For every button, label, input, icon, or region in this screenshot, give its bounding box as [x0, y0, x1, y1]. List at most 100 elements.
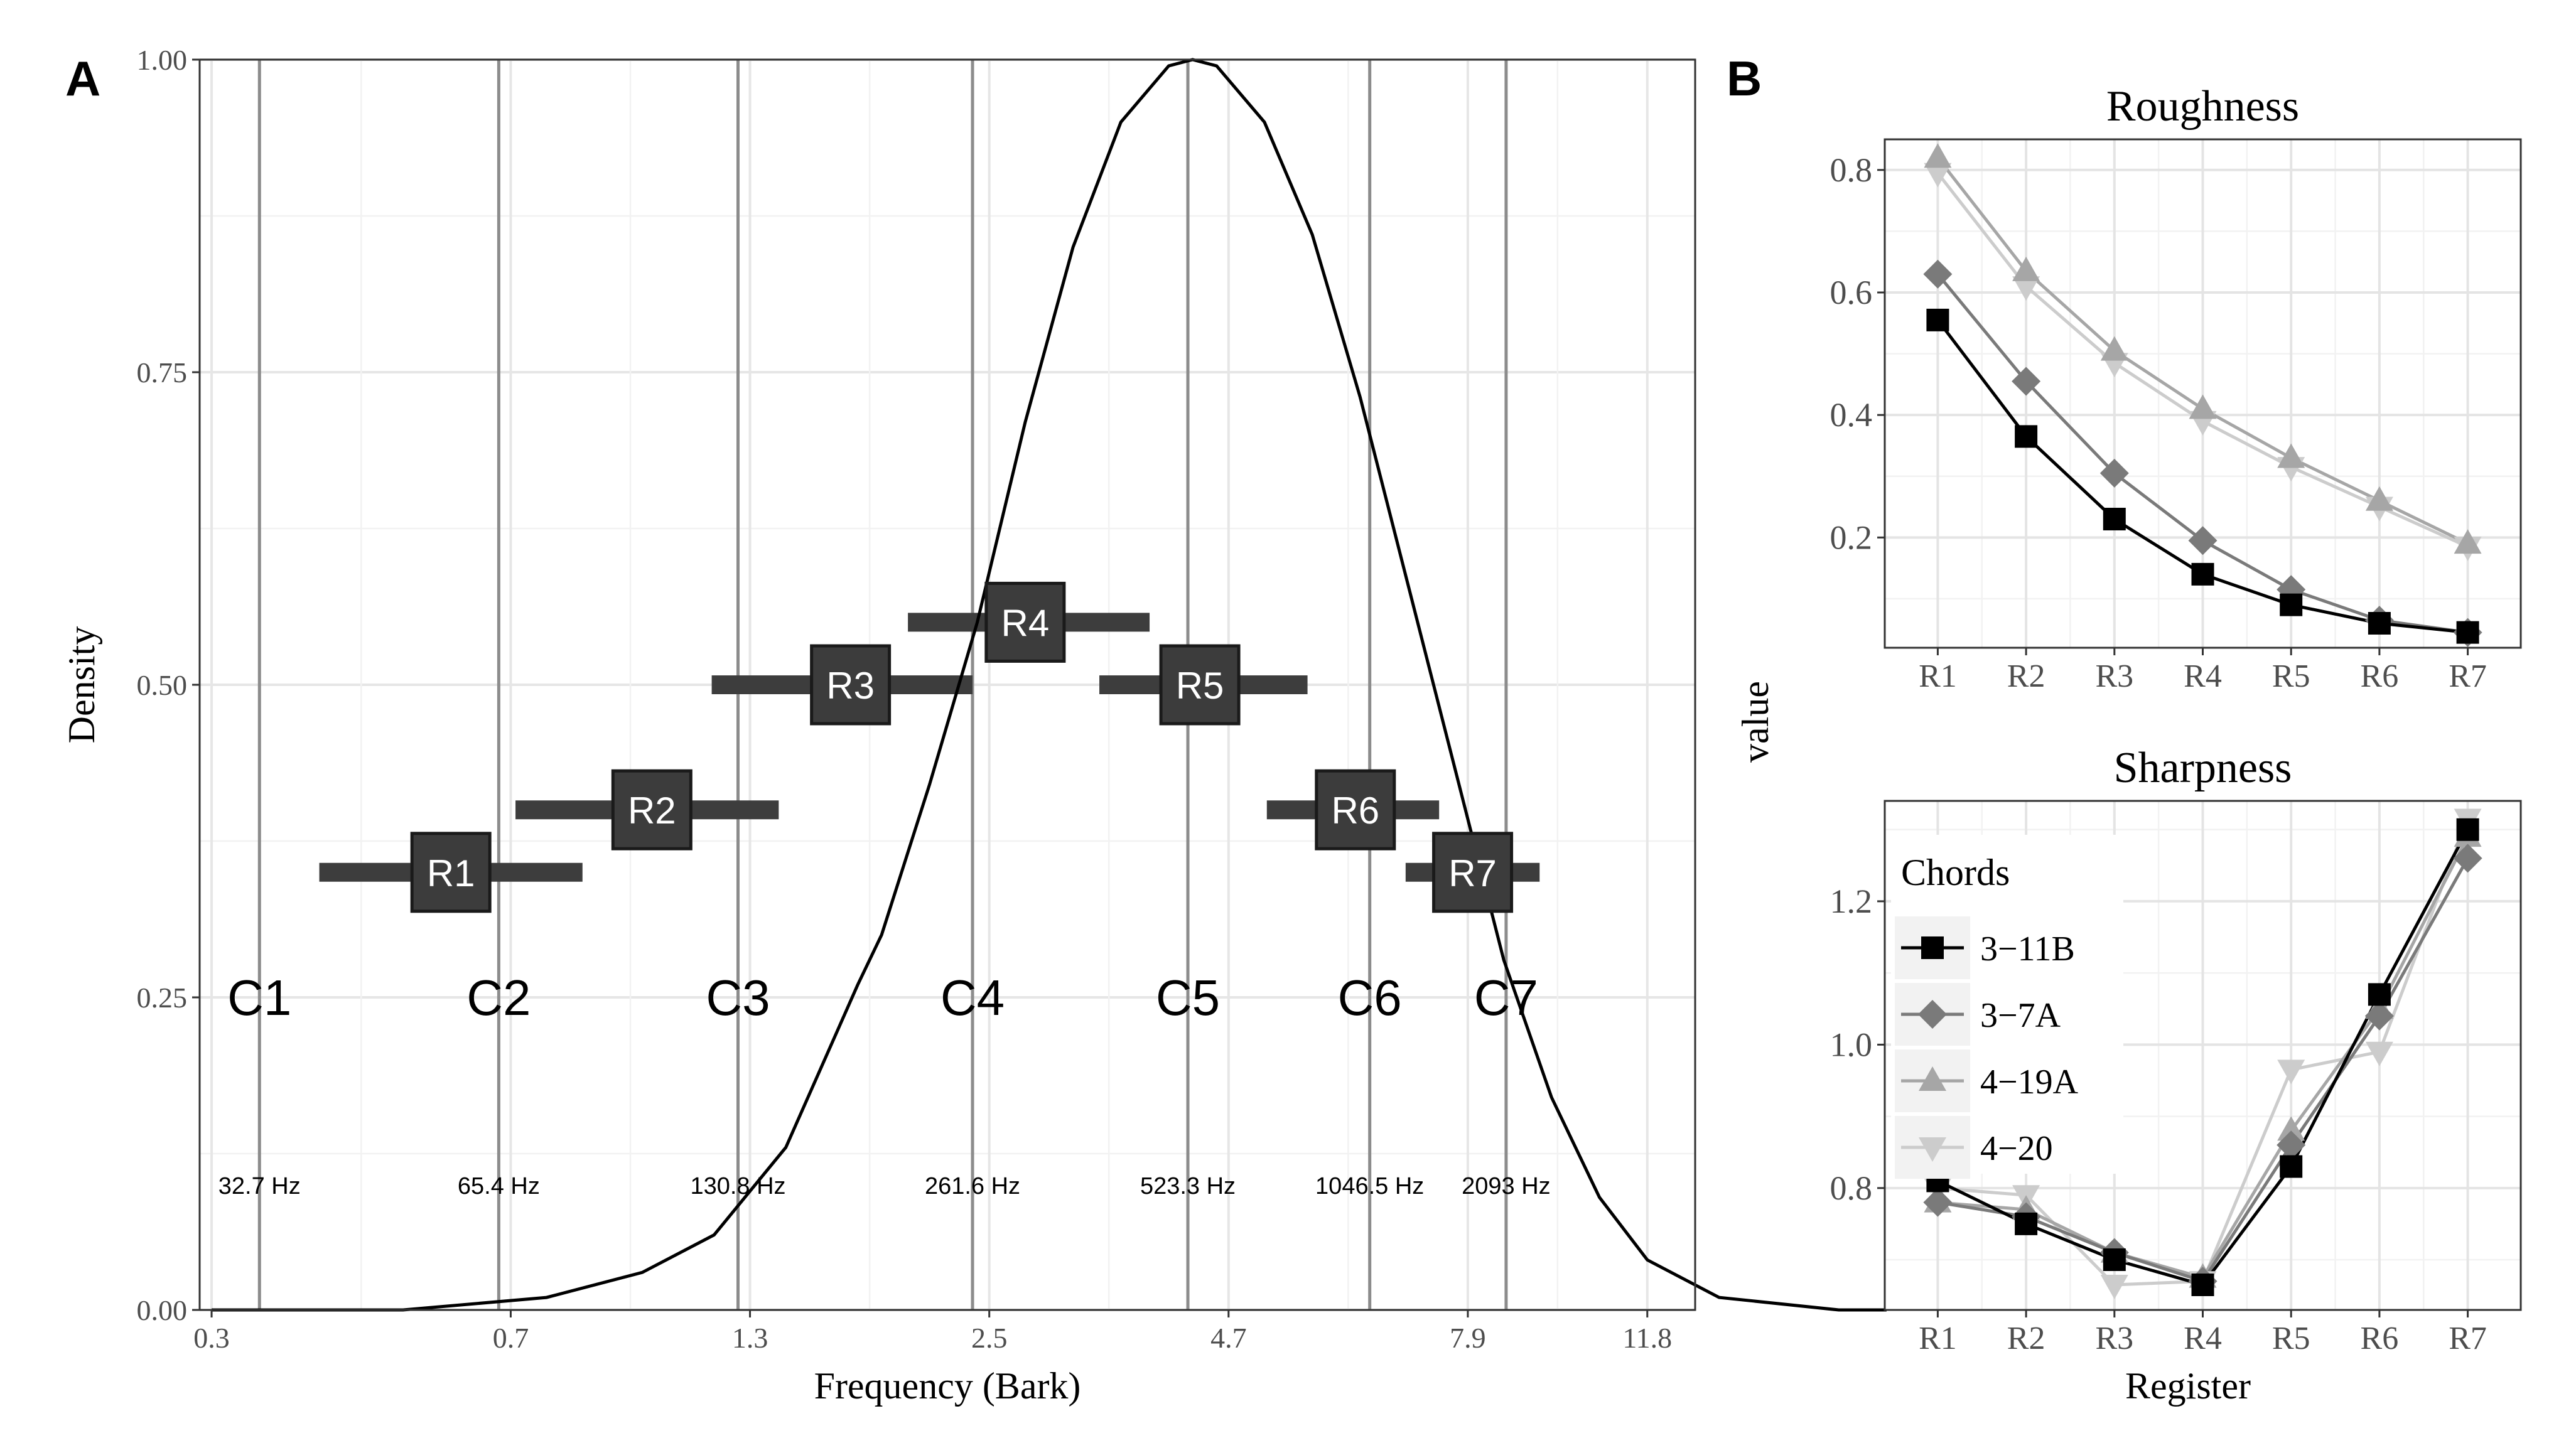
y-tick-label: 1.2 — [1830, 882, 1873, 920]
data-point — [2368, 983, 2391, 1006]
data-point — [2454, 529, 2482, 554]
y-tick-label: 0.8 — [1830, 151, 1873, 189]
x-tick-label: R7 — [2449, 658, 2487, 694]
octave-label: C2 — [466, 970, 531, 1026]
octave-label: C7 — [1474, 970, 1538, 1026]
data-point — [2365, 486, 2393, 511]
x-tick-label: R3 — [2095, 1321, 2133, 1356]
psychoacoustics-panel: B 0.2 0.4 0.6 0.8 R1 R2 R3 R4 R5 R6 R7 Roughness 0.… — [1727, 51, 2522, 1407]
data-point — [2188, 526, 2218, 555]
y-tick-label: 0.4 — [1830, 396, 1873, 434]
register-label: R5 — [1176, 665, 1224, 707]
density-y-tick-label: 0.50 — [137, 669, 188, 701]
register-box — [984, 581, 1066, 663]
octave-frequency-label: 261.6 Hz — [925, 1173, 1020, 1199]
legend-key-marker — [1919, 1066, 1946, 1091]
data-point — [1924, 163, 1952, 188]
data-point — [2015, 425, 2038, 448]
density-y-tick-label: 1.00 — [137, 44, 188, 76]
data-point — [2100, 336, 2128, 361]
register-x-axis-label: Register — [2125, 1365, 2251, 1407]
data-point — [1924, 143, 1952, 168]
data-point — [2099, 458, 2129, 488]
register-box — [611, 769, 693, 850]
data-point — [2280, 1155, 2303, 1178]
density-x-tick-label: 0.7 — [493, 1322, 529, 1354]
data-point — [2012, 367, 2041, 396]
data-point — [2456, 621, 2479, 644]
octave-frequency-label: 130.8 Hz — [690, 1173, 785, 1199]
y-tick-label: 1.0 — [1830, 1026, 1873, 1063]
register-label: R1 — [427, 852, 475, 894]
octave-label: C1 — [227, 970, 291, 1026]
register-label: R3 — [826, 665, 875, 707]
data-point — [2189, 394, 2217, 419]
octave-labels: C1 32.7 Hz C2 65.4 Hz C3 130.8 Hz C4 261.6 Hz C5… — [218, 970, 1551, 1199]
chart-title: Roughness — [2106, 82, 2299, 131]
data-point — [2191, 1274, 2214, 1297]
octave-label: C6 — [1338, 970, 1402, 1026]
data-point — [2277, 1116, 2305, 1141]
legend-key-marker — [1919, 1137, 1946, 1162]
register-box — [1159, 644, 1241, 726]
x-tick-label: R6 — [2361, 1321, 2399, 1356]
data-point — [2103, 1248, 2126, 1272]
octave-frequency-label: 32.7 Hz — [218, 1173, 301, 1199]
register-box — [810, 644, 892, 726]
density-y-ticks: 0.00 0.25 0.50 0.75 1.00 — [137, 44, 200, 1326]
register-label: R2 — [628, 790, 676, 832]
legend-item-label: 3−11B — [1980, 930, 2075, 968]
data-point — [1923, 259, 1953, 289]
data-point — [2100, 1275, 2128, 1300]
octave-frequency-label: 523.3 Hz — [1140, 1173, 1236, 1199]
register-box — [410, 832, 492, 913]
x-tick-label: R5 — [2272, 658, 2310, 694]
data-point — [2277, 1130, 2306, 1160]
x-tick-label: R6 — [2361, 658, 2399, 694]
density-x-tick-label: 0.3 — [193, 1322, 230, 1354]
data-point — [2277, 443, 2305, 468]
register-box — [1432, 832, 1514, 913]
data-point — [1926, 308, 1949, 331]
y-tick-label: 0.8 — [1830, 1169, 1873, 1207]
data-point — [2277, 1059, 2305, 1085]
x-tick-label: R4 — [2184, 1321, 2222, 1356]
data-point — [2456, 818, 2479, 841]
panel-letter-b: B — [1727, 51, 1762, 106]
data-point — [2365, 1041, 2393, 1066]
density-x-axis-label: Frequency (Bark) — [814, 1365, 1081, 1407]
data-point — [2364, 1001, 2394, 1031]
chart-title: Sharpness — [2114, 744, 2292, 792]
x-tick-label: R3 — [2095, 658, 2133, 694]
register-label: R6 — [1331, 790, 1379, 832]
x-tick-label: R1 — [1919, 1321, 1957, 1356]
density-panel: A R1 R2 R3 R4 R5 R6 R7 C1 32.7 Hz C2 65.4 Hz C3 130… — [61, 44, 1887, 1407]
register-box — [1315, 769, 1396, 850]
legend-item-label: 3−7A — [1980, 996, 2061, 1035]
density-x-tick-label: 2.5 — [971, 1322, 1008, 1354]
density-y-tick-label: 0.75 — [137, 357, 188, 389]
chords-legend: Chords 3−11B 3−7A 4−19A 4−20 — [1891, 835, 2123, 1179]
octave-frequency-label: 65.4 Hz — [458, 1173, 540, 1199]
data-point — [2191, 562, 2214, 586]
legend-item-label: 4−20 — [1980, 1129, 2053, 1168]
octave-label: C3 — [706, 970, 770, 1026]
legend-key-marker — [1918, 1000, 1947, 1029]
x-tick-label: R5 — [2272, 1321, 2310, 1356]
data-point — [2368, 611, 2391, 635]
register-label: R4 — [1001, 602, 1050, 644]
register-boxes: R1 R2 R3 R4 R5 R6 R7 — [410, 581, 1514, 913]
legend-title: Chords — [1901, 852, 2010, 893]
x-tick-label: R2 — [2007, 1321, 2045, 1356]
density-x-tick-label: 4.7 — [1210, 1322, 1247, 1354]
octave-frequency-label: 2093 Hz — [1462, 1173, 1551, 1199]
data-point — [2280, 593, 2303, 616]
density-x-tick-label: 7.9 — [1450, 1322, 1486, 1354]
legend-item-label: 4−19A — [1980, 1063, 2079, 1102]
data-point — [2012, 276, 2040, 301]
roughness-chart: 0.2 0.4 0.6 0.8 R1 R2 R3 R4 R5 R6 R7 Roughness — [1830, 82, 2522, 694]
density-y-tick-label: 0.25 — [137, 982, 188, 1014]
octave-frequency-label: 1046.5 Hz — [1315, 1173, 1424, 1199]
data-point — [2012, 256, 2040, 281]
